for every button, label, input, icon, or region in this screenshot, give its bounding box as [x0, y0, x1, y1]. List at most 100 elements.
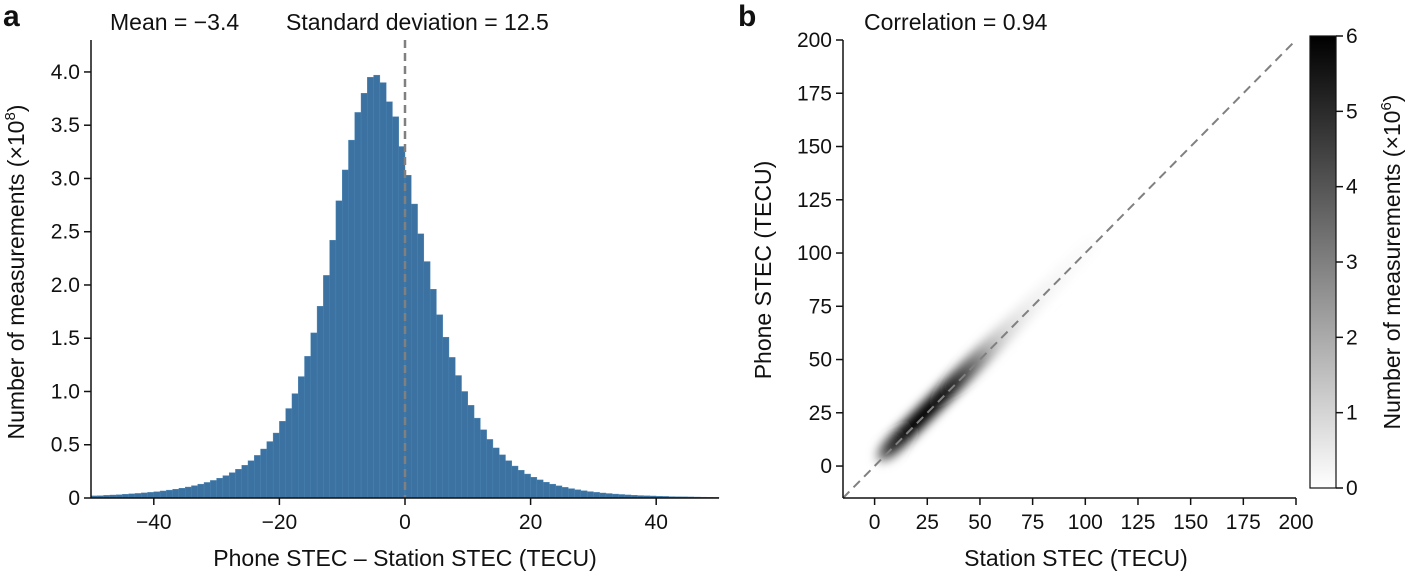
histogram-bar	[448, 357, 456, 499]
panel-a-x-ticks: −40 −20 0 20 40	[136, 498, 668, 534]
histogram-bars	[90, 74, 720, 499]
histogram-bar	[536, 479, 544, 499]
panel-a-y-label-close: )	[3, 105, 29, 113]
histogram-bar	[549, 483, 556, 499]
panel-a-letter: a	[3, 0, 20, 33]
colorbar-label: Number of measurements (×106)	[1378, 95, 1405, 430]
colorbar-tick-label: 2	[1346, 326, 1358, 349]
histogram-bar	[222, 475, 230, 499]
panel-a-title-mean: Mean = −3.4	[110, 9, 239, 35]
colorbar-tick-label: 3	[1346, 251, 1358, 274]
x-tick-label: −40	[136, 511, 172, 534]
colorbar-tick-label: 4	[1346, 176, 1358, 199]
histogram-bar	[542, 482, 550, 499]
y-tick-label: 150	[797, 136, 832, 159]
histogram-bar	[178, 488, 186, 499]
histogram-bar	[436, 314, 443, 499]
colorbar-ticks: 0 1 2 3 4 5 6	[1336, 25, 1358, 500]
histogram-bar	[260, 448, 268, 499]
histogram-bar	[480, 429, 487, 499]
histogram-bar	[429, 289, 437, 499]
x-tick-label: 175	[1226, 511, 1261, 534]
histogram-bar	[323, 275, 330, 499]
histogram-bar	[147, 492, 155, 499]
histogram-bar	[203, 482, 211, 499]
x-tick-label: −20	[262, 511, 298, 534]
colorbar-label-main: Number of measurements (×10	[1379, 111, 1405, 430]
histogram-bar	[166, 489, 173, 499]
y-tick-label: 75	[809, 295, 832, 318]
panel-a-title-std: Standard deviation = 12.5	[286, 9, 549, 35]
histogram-bar	[511, 465, 519, 499]
x-tick-label: 50	[968, 511, 991, 534]
histogram-bar	[599, 492, 607, 499]
x-tick-label: 200	[1278, 511, 1313, 534]
colorbar-tick-label: 5	[1346, 100, 1358, 123]
y-tick-label: 125	[797, 189, 832, 212]
histogram-bar	[586, 491, 594, 499]
histogram-bar	[467, 405, 475, 499]
histogram-bar	[298, 376, 305, 499]
x-tick-label: 125	[1120, 511, 1155, 534]
histogram-bar	[411, 203, 418, 499]
histogram-bar	[184, 486, 192, 499]
panel-a-y-label-main: Number of measurements (×10	[3, 121, 29, 440]
histogram-bar	[348, 139, 355, 499]
histogram-bar	[329, 240, 337, 499]
y-tick-label: 100	[797, 242, 832, 265]
histogram-bar	[354, 112, 362, 499]
histogram-bar	[555, 485, 563, 499]
y-tick-label: 175	[797, 82, 832, 105]
histogram-bar	[241, 465, 249, 499]
panel-b-y-label: Phone STEC (TECU)	[750, 161, 776, 380]
x-tick-label: 25	[916, 511, 939, 534]
y-tick-label: 3.0	[51, 167, 80, 190]
histogram-bar	[141, 492, 148, 499]
x-tick-label: 75	[1021, 511, 1044, 534]
histogram-bar	[499, 454, 506, 499]
histogram-bar	[505, 460, 512, 499]
panel-b-x-ticks: 0 25 50 75 100 125 150 175 200	[869, 498, 1314, 534]
histogram-bar	[373, 74, 381, 499]
panel-b-letter: b	[738, 0, 756, 33]
panel-b-x-label: Station STEC (TECU)	[964, 545, 1188, 571]
histogram-bar	[486, 439, 494, 499]
histogram-bar	[455, 375, 462, 499]
density-heatmap	[875, 230, 1107, 463]
histogram-bar	[266, 441, 274, 499]
histogram-bar	[210, 480, 217, 499]
histogram-bar	[254, 455, 261, 499]
histogram-bar	[335, 200, 343, 499]
histogram-bar	[285, 408, 293, 499]
histogram-bar	[385, 101, 393, 499]
identity-reference-line	[842, 39, 1297, 499]
x-tick-label: 0	[869, 511, 881, 534]
histogram-bar	[461, 391, 468, 499]
histogram-bar	[191, 485, 198, 499]
y-tick-label: 25	[809, 402, 832, 425]
colorbar-tick-label: 1	[1346, 402, 1358, 425]
histogram-bar	[574, 489, 582, 499]
histogram-bar	[316, 306, 324, 499]
y-tick-label: 1.5	[51, 327, 80, 350]
density-cell	[1075, 230, 1107, 262]
y-tick-label: 50	[809, 349, 832, 372]
x-tick-label: 150	[1173, 511, 1208, 534]
histogram-bar	[310, 332, 318, 499]
histogram-bar	[304, 356, 311, 499]
panel-b-y-ticks: 0 25 50 75 100 125 150 175 200	[797, 29, 843, 478]
histogram-bar	[392, 116, 399, 499]
colorbar-label-exp: 6	[1378, 102, 1395, 110]
histogram-bar	[279, 421, 286, 499]
panel-b: b Correlation = 0.94 0 25 50 75 100 125 150 175…	[738, 0, 1405, 571]
histogram-bar	[492, 447, 500, 499]
histogram-bar	[247, 460, 255, 499]
y-tick-label: 1.0	[51, 380, 80, 403]
y-tick-label: 200	[797, 29, 832, 52]
panel-a: a Mean = −3.4 Standard deviation = 12.5 …	[2, 0, 720, 571]
histogram-bar	[159, 490, 167, 499]
colorbar-tick-label: 0	[1346, 477, 1358, 500]
histogram-bar	[473, 417, 481, 499]
histogram-bar	[593, 492, 600, 499]
histogram-bar	[216, 477, 224, 499]
